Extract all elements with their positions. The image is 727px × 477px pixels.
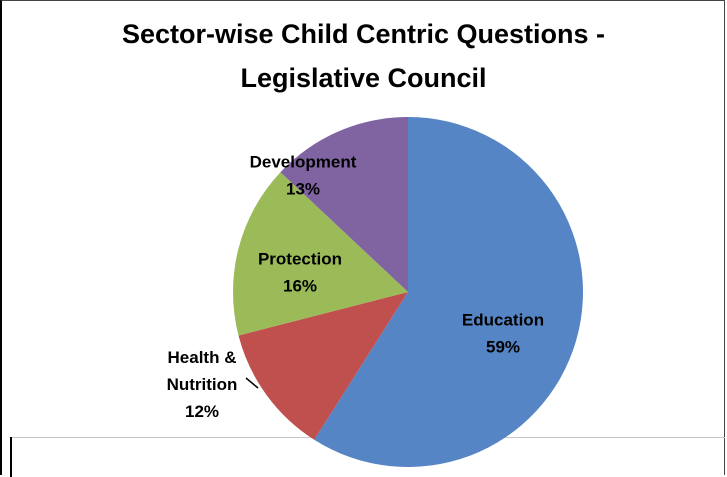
chart-title-line-1: Sector-wise Child Centric Questions -	[121, 19, 606, 49]
pie-slice-health	[238, 292, 408, 440]
leader-line-health-nutrition	[245, 377, 259, 389]
slice-label-education: Education 59%	[462, 311, 544, 357]
pie-slice-protection	[233, 172, 408, 336]
slice-label-health: Health & Nutrition 12%	[167, 348, 238, 421]
pie-slice-development	[280, 116, 408, 292]
pie-slice-education	[314, 117, 583, 467]
chart-title-line-2: Legislative Council	[240, 63, 487, 93]
left-edge-line	[10, 437, 12, 477]
slice-label-protection: Protection 16%	[258, 250, 342, 296]
slice-label-development: Development 13%	[250, 153, 357, 199]
